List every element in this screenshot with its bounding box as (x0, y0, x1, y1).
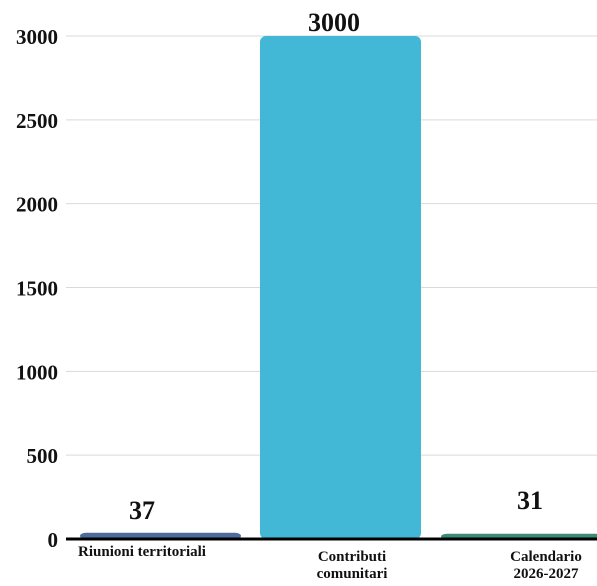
y-tick-label: 2000 (16, 193, 58, 217)
x-tick-label: Contributi comunitari (317, 549, 388, 581)
bars (80, 36, 597, 539)
data-label: 37 (129, 496, 155, 525)
bar (80, 532, 241, 539)
y-tick-label: 3000 (16, 25, 58, 49)
data-label: 3000 (308, 8, 360, 37)
y-tick-label: 0 (48, 528, 59, 552)
y-tick-label: 1000 (16, 360, 58, 384)
data-label: 31 (517, 486, 543, 515)
x-tick-label: Calendario 2026-2027 (510, 549, 582, 581)
bar (260, 36, 421, 539)
y-tick-label: 500 (27, 444, 59, 468)
x-tick-label: Riunioni territoriali (78, 544, 206, 560)
y-tick-label: 1500 (16, 277, 58, 301)
y-tick-label: 2500 (16, 109, 58, 133)
labels: 0 500 1000 1500 2000 2500 3000 37 3000 31 Riunioni… (16, 8, 582, 582)
